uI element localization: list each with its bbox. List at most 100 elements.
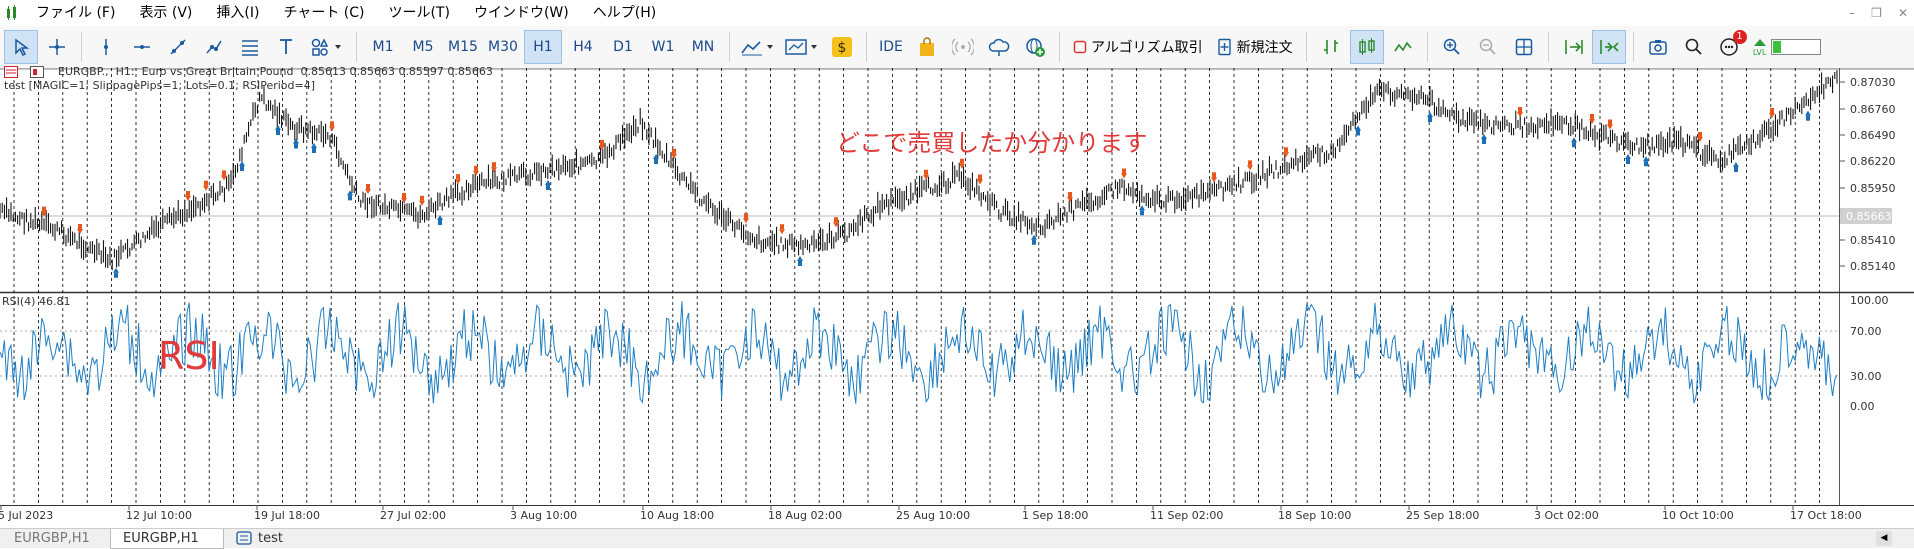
date-label: 17 Oct 18:00	[1790, 509, 1862, 522]
date-label: 5 Jul 2023	[0, 509, 53, 522]
menu-insert[interactable]: 挿入(I)	[216, 5, 260, 21]
level-indicator[interactable]: LVL	[1749, 30, 1821, 64]
level-bar	[1770, 39, 1821, 55]
sell-arrow	[923, 174, 929, 180]
sell-arrow	[491, 167, 497, 173]
toolbar-separator	[1547, 32, 1549, 62]
horizontal-line-tool-button[interactable]	[125, 30, 159, 64]
timeframe-m1[interactable]: M1	[372, 39, 394, 55]
buy-arrow	[1643, 156, 1649, 162]
toolbar-separator	[1059, 32, 1060, 62]
menu-window[interactable]: ウインドウ(W)	[473, 5, 569, 21]
templates-button[interactable]	[781, 30, 823, 64]
scroll-left-arrow[interactable]: ◀	[1876, 531, 1892, 546]
cursor-tool-button[interactable]	[4, 30, 38, 64]
menu-tools[interactable]: ツール(T)	[388, 5, 450, 21]
price-chart[interactable]: 0.87030 0.86760 0.86490 0.86220 0.85950 0.854…	[0, 68, 1914, 528]
crosshair-tool-button[interactable]	[40, 30, 74, 64]
vertical-line-tool-button[interactable]	[89, 30, 123, 64]
menu-chart[interactable]: チャート (C)	[283, 5, 365, 21]
timeframe-m30[interactable]: M30	[488, 39, 518, 55]
date-label: 25 Sep 18:00	[1406, 509, 1479, 522]
ide-button[interactable]: IDE	[874, 30, 908, 64]
shapes-icon	[311, 38, 341, 56]
tab-eurgbp-2[interactable]: EURGBP,H1	[110, 529, 224, 549]
buy-arrow	[275, 125, 281, 130]
timeframe-m15[interactable]: M15	[448, 39, 478, 55]
buy-arrow	[1625, 154, 1631, 159]
chart-menu-icon[interactable]	[4, 66, 18, 78]
close-icon[interactable]: ✕	[1897, 6, 1908, 20]
dollar-button[interactable]: $	[825, 30, 859, 64]
timeframe-mn[interactable]: MN	[691, 39, 715, 55]
timeframe-w1[interactable]: W1	[651, 39, 675, 55]
chart-area[interactable]: 0.87030 0.86760 0.86490 0.86220 0.85950 0.854…	[0, 65, 1914, 528]
algo-trading-button[interactable]: アルゴリズム取引	[1067, 30, 1209, 64]
accounts-button[interactable]	[1018, 30, 1052, 64]
sell-arrow	[1247, 165, 1253, 171]
sell-arrow	[329, 126, 335, 132]
candlestick-chart-button[interactable]	[1349, 30, 1384, 64]
text-tool-button[interactable]	[269, 30, 303, 64]
new-order-label: 新規注文	[1236, 40, 1293, 56]
trade-annotation: どこで売買したか分かります	[836, 129, 1148, 157]
fibonacci-tool-button[interactable]	[233, 30, 267, 64]
toolbar-separator	[1305, 32, 1307, 62]
minimize-icon[interactable]: –	[1849, 6, 1856, 20]
menu-help[interactable]: ヘルプ(H)	[592, 5, 657, 21]
sell-arrow	[1121, 173, 1127, 179]
tab-eurgbp-1[interactable]: EURGBP,H1	[4, 529, 114, 548]
sell-arrow	[1769, 113, 1775, 118]
tile-windows-button[interactable]	[1507, 30, 1541, 64]
chart-menu-icon[interactable]	[4, 132, 18, 144]
buy-arrow	[1571, 137, 1577, 143]
trendline-tool-button[interactable]	[161, 30, 195, 64]
expert-info-line: test [MAGIC=1; SlippagePips=1; Lots=0.1;…	[4, 79, 316, 92]
signals-button[interactable]	[946, 30, 980, 64]
price-label: 0.86220	[1850, 155, 1896, 168]
rsi-level-label: 30.00	[1850, 370, 1882, 383]
new-order-button[interactable]: 新規注文	[1211, 30, 1299, 64]
tab-test[interactable]: test	[232, 529, 348, 548]
app-icon	[4, 5, 20, 21]
zoom-in-button[interactable]	[1435, 30, 1469, 64]
price-label: 0.85950	[1850, 182, 1896, 195]
toolbar-separator	[1632, 32, 1634, 62]
level-up-icon	[1753, 38, 1766, 46]
symbol-info-icon[interactable]	[30, 66, 44, 78]
bar-chart-icon	[1323, 40, 1338, 54]
buy-arrow	[653, 154, 659, 159]
cursor-icon	[15, 38, 30, 56]
indicators-button[interactable]	[737, 30, 779, 64]
ide-label: IDE	[879, 39, 903, 55]
timeframe-h1[interactable]: H1	[524, 30, 562, 64]
zoom-out-button[interactable]	[1471, 30, 1505, 64]
screenshot-button[interactable]	[1641, 30, 1675, 64]
sell-arrow	[977, 179, 983, 185]
sell-arrow	[365, 189, 371, 194]
search-icon	[1685, 38, 1702, 55]
timeframe-m5[interactable]: M5	[412, 39, 434, 55]
bar-chart-button[interactable]	[1314, 30, 1348, 64]
menu-view[interactable]: 表示 (V)	[139, 5, 193, 21]
vps-button[interactable]	[982, 30, 1016, 64]
market-button[interactable]	[910, 30, 944, 64]
channel-tool-button[interactable]	[197, 30, 231, 64]
sell-arrow	[779, 229, 785, 235]
timeframe-h4[interactable]: H4	[573, 39, 593, 55]
timeframe-d1[interactable]: D1	[613, 39, 633, 55]
sell-arrow	[203, 185, 209, 191]
buy-arrow	[113, 267, 119, 273]
chart-shift-button[interactable]	[1591, 30, 1626, 64]
sell-arrow	[671, 153, 677, 159]
sell-arrow	[959, 163, 965, 169]
line-chart-button[interactable]	[1386, 30, 1420, 64]
restore-icon[interactable]: ❐	[1871, 6, 1882, 20]
shopping-bag-icon	[920, 37, 934, 56]
shapes-tool-button[interactable]	[305, 30, 349, 64]
menu-file[interactable]: ファイル (F)	[36, 5, 116, 21]
notifications-button[interactable]: 1	[1713, 30, 1747, 64]
search-button[interactable]	[1677, 30, 1711, 64]
toolbar-separator	[866, 32, 867, 62]
scroll-end-button[interactable]	[1556, 30, 1590, 64]
